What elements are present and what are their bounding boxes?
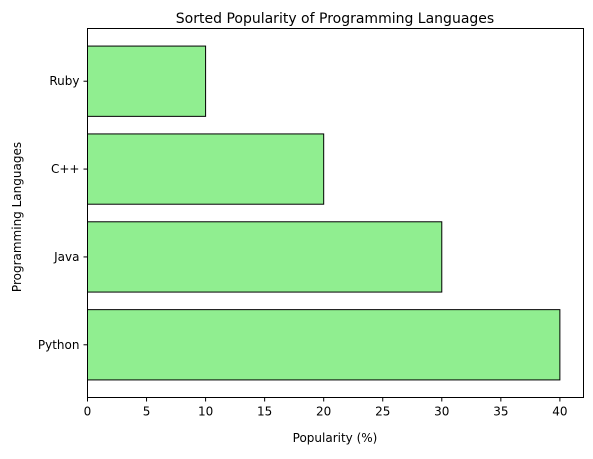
x-tick-label: 30 [434, 405, 449, 419]
plot-area-frame [87, 28, 584, 398]
chart-title: Sorted Popularity of Programming Languag… [176, 11, 494, 27]
x-tick-label: 35 [493, 405, 508, 419]
bar-ruby [87, 45, 207, 117]
x-axis-label: Popularity (%) [293, 431, 378, 445]
bar-java [87, 221, 443, 293]
x-tick-label: 25 [375, 405, 390, 419]
x-tick-label: 40 [552, 405, 567, 419]
y-tick-label: C++ [51, 162, 80, 176]
y-axis-label: Programming Languages [10, 142, 24, 292]
x-tick-label: 10 [198, 405, 213, 419]
bar-c- [87, 133, 325, 205]
x-tick-label: 0 [84, 405, 92, 419]
bar-python [87, 309, 561, 381]
bars-layer [87, 45, 561, 381]
x-tick-label: 20 [316, 405, 331, 419]
x-tick-label: 5 [143, 405, 151, 419]
x-tick-label: 15 [257, 405, 272, 419]
y-tick-label: Java [53, 250, 79, 264]
ticks-layer: Python Java C++ Ruby 0 5 10 15 20 25 30 35 40 [38, 74, 568, 418]
y-tick-label: Python [38, 338, 80, 352]
y-tick-label: Ruby [49, 74, 79, 88]
